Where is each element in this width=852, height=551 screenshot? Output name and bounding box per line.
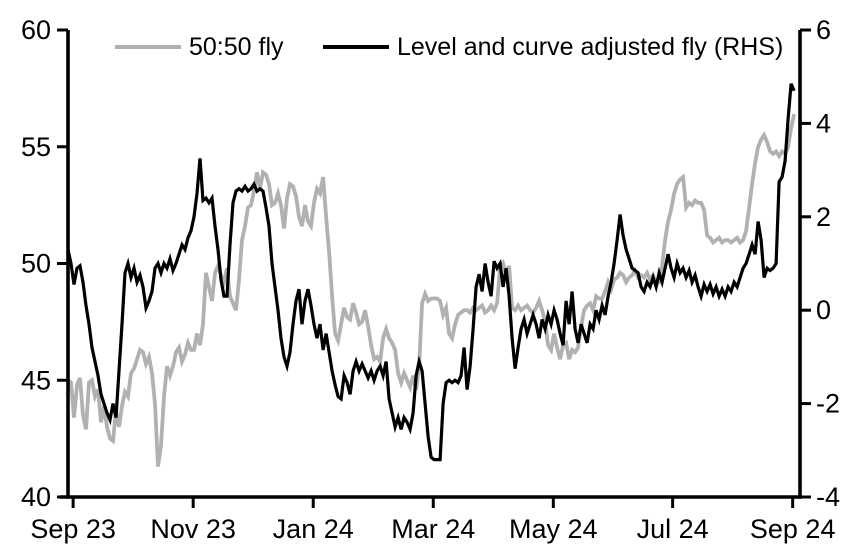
legend-item-5050-fly: 50:50 fly: [115, 34, 284, 60]
series-line-level-curve-fly: [66, 83, 796, 462]
left-axis-tick-label: 45: [21, 365, 51, 395]
legend-swatch-black: [323, 45, 389, 49]
legend-swatch-gray: [115, 45, 181, 49]
series-line-5050-fly: [66, 113, 796, 467]
legend-item-level-curve-fly: Level and curve adjusted fly (RHS): [323, 34, 783, 60]
left-axis-tick-label: 60: [21, 15, 51, 45]
x-axis-tick-label: May 24: [509, 514, 598, 544]
right-axis-tick-label: 4: [816, 108, 831, 138]
right-axis-tick-label: 2: [816, 202, 831, 232]
left-axis-tick-label: 55: [21, 132, 51, 162]
x-axis-tick-label: Mar 24: [391, 514, 475, 544]
right-axis-tick-label: 6: [816, 15, 831, 45]
x-axis-tick-label: Nov 23: [150, 514, 236, 544]
legend-label-level-curve-fly: Level and curve adjusted fly (RHS): [397, 33, 784, 61]
x-axis-tick-label: Jan 24: [273, 514, 354, 544]
x-axis-tick-label: Sep 24: [750, 514, 836, 544]
left-axis-tick-label: 40: [21, 482, 51, 512]
right-axis-tick-label: -4: [816, 482, 840, 512]
x-axis-tick-label: Jul 24: [637, 514, 709, 544]
left-axis-tick-label: 50: [21, 249, 51, 279]
right-axis-tick-label: -2: [816, 389, 840, 419]
x-axis-tick-label: Sep 23: [30, 514, 116, 544]
legend-label-5050-fly: 50:50 fly: [189, 33, 284, 61]
right-axis-tick-label: 0: [816, 295, 831, 325]
